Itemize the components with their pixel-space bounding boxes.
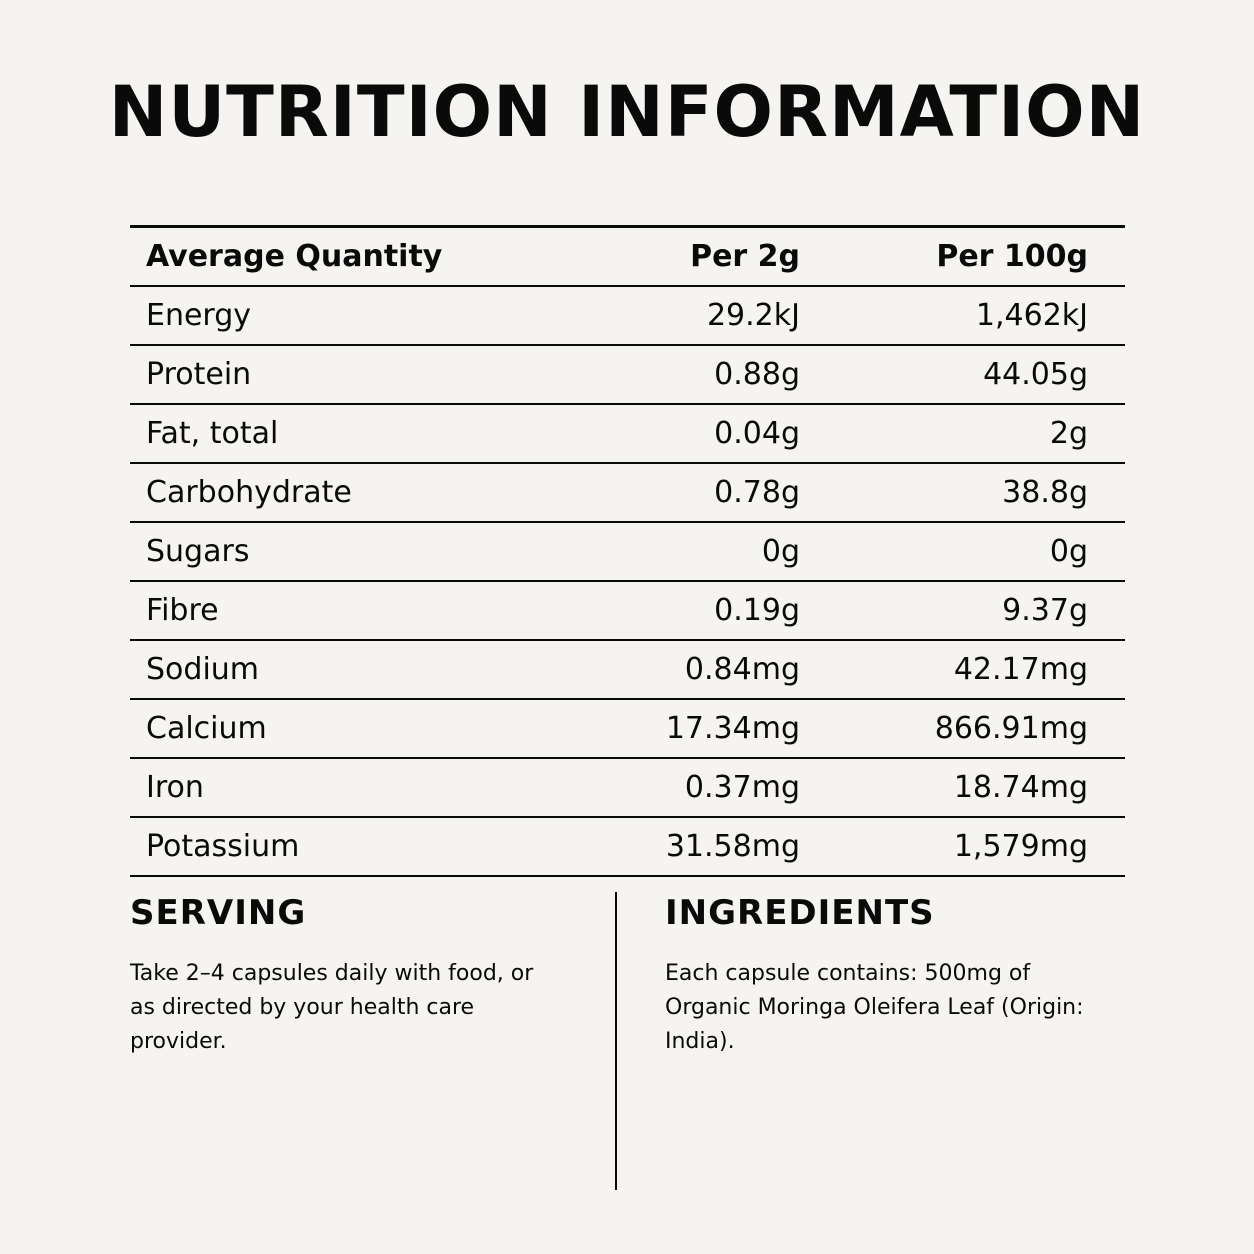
ingredients-section: INGREDIENTS Each capsule contains: 500mg… [665, 893, 1095, 1059]
per-2g-value: 29.2kJ [706, 298, 800, 333]
per-2g-value: 31.58mg [665, 829, 800, 864]
header-average-quantity: Average Quantity [146, 239, 443, 274]
table-row: Protein 0.88g 44.05g [130, 346, 1125, 405]
per-100g-value: 42.17mg [953, 652, 1088, 687]
nutrient-name: Calcium [146, 711, 267, 746]
table-row: Sugars 0g 0g [130, 523, 1125, 582]
nutrient-name: Potassium [146, 829, 300, 864]
table-row: Iron 0.37mg 18.74mg [130, 759, 1125, 818]
page-title: NUTRITION INFORMATION [108, 71, 1146, 153]
table-row: Calcium 17.34mg 866.91mg [130, 700, 1125, 759]
nutrient-name: Carbohydrate [146, 475, 352, 510]
table-row: Fibre 0.19g 9.37g [130, 582, 1125, 641]
per-2g-value: 0.84mg [684, 652, 800, 687]
per-100g-value: 38.8g [1002, 475, 1088, 510]
serving-heading: SERVING [130, 893, 307, 933]
nutrient-name: Fat, total [146, 416, 279, 451]
table-row: Fat, total 0.04g 2g [130, 405, 1125, 464]
nutrition-table: Average Quantity Per 2g Per 100g Energy … [130, 225, 1125, 877]
per-2g-value: 0.19g [714, 593, 800, 628]
per-100g-value: 2g [1049, 416, 1088, 451]
table-row: Energy 29.2kJ 1,462kJ [130, 287, 1125, 346]
nutrient-name: Sodium [146, 652, 260, 687]
nutrient-name: Sugars [146, 534, 250, 569]
per-2g-value: 0.88g [714, 357, 800, 392]
per-100g-value: 866.91mg [934, 711, 1088, 746]
table-row: Sodium 0.84mg 42.17mg [130, 641, 1125, 700]
per-2g-value: 0.04g [714, 416, 800, 451]
ingredients-text: Each capsule contains: 500mg of Organic … [665, 961, 1084, 1054]
per-100g-value: 18.74mg [953, 770, 1088, 805]
nutrient-name: Iron [146, 770, 204, 805]
table-header-row: Average Quantity Per 2g Per 100g [130, 228, 1125, 287]
nutrient-name: Fibre [146, 593, 219, 628]
per-2g-value: 0g [761, 534, 800, 569]
per-100g-value: 44.05g [983, 357, 1088, 392]
ingredients-heading: INGREDIENTS [665, 893, 935, 933]
per-100g-value: 0g [1049, 534, 1088, 569]
nutrient-name: Energy [146, 298, 252, 333]
table-row: Potassium 31.58mg 1,579mg [130, 818, 1125, 877]
header-per-2g: Per 2g [690, 239, 800, 274]
serving-section: SERVING Take 2–4 capsules daily with foo… [130, 893, 560, 1059]
header-per-100g: Per 100g [936, 239, 1088, 274]
per-2g-value: 0.78g [714, 475, 800, 510]
section-divider [615, 892, 617, 1190]
nutrient-name: Protein [146, 357, 252, 392]
per-2g-value: 0.37mg [684, 770, 800, 805]
per-100g-value: 1,579mg [953, 829, 1088, 864]
per-100g-value: 1,462kJ [975, 298, 1088, 333]
per-100g-value: 9.37g [1002, 593, 1088, 628]
table-row: Carbohydrate 0.78g 38.8g [130, 464, 1125, 523]
serving-text: Take 2–4 capsules daily with food, or as… [130, 961, 534, 1054]
per-2g-value: 17.34mg [665, 711, 800, 746]
